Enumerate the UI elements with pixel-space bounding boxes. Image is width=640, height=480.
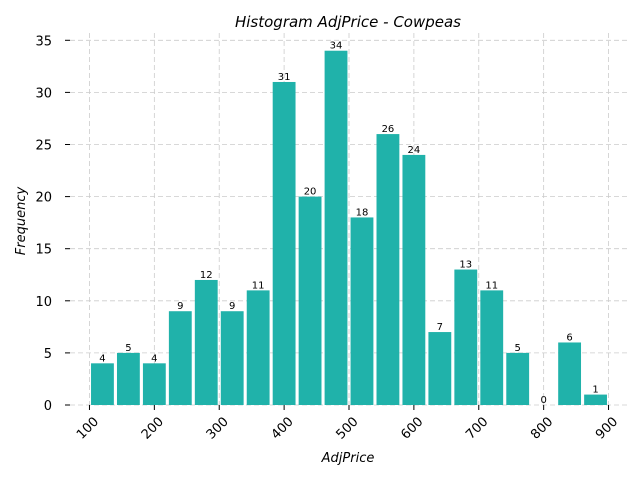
bar-value-label: 4 [151, 353, 157, 364]
x-tick-label: 600 [398, 414, 426, 442]
y-tick-label: 15 [35, 243, 52, 258]
bar-value-label: 12 [200, 270, 213, 281]
histogram-bar [454, 269, 478, 405]
x-tick-label: 100 [74, 414, 102, 442]
y-tick-label: 25 [35, 138, 52, 153]
x-tick-label: 400 [269, 414, 297, 442]
y-tick-label: 5 [44, 347, 52, 362]
bars [91, 50, 607, 406]
y-axis-ticks: 0 5 10 15 20 25 30 35 [35, 34, 70, 414]
histogram-bar [220, 311, 244, 405]
x-tick-label: 700 [463, 414, 491, 442]
histogram-bar [116, 352, 140, 405]
bar-value-label: 5 [515, 343, 521, 354]
y-gridlines [70, 39, 628, 406]
histogram-bar [506, 352, 530, 405]
bar-value-label: 5 [125, 343, 131, 354]
bar-value-label: 26 [382, 124, 395, 135]
x-tick-label: 200 [139, 414, 167, 442]
x-gridlines [89, 33, 609, 405]
bar-value-label: 0 [540, 395, 546, 406]
histogram-bar [194, 279, 218, 405]
chart-title: Histogram AdjPrice - Cowpeas [235, 13, 461, 31]
bar-value-label: 9 [229, 301, 235, 312]
histogram-bar [376, 134, 400, 406]
x-axis-label: AdjPrice [321, 451, 375, 466]
histogram-bar [480, 290, 504, 405]
histogram-bar [272, 81, 296, 405]
histogram-bar [350, 217, 374, 405]
y-tick-label: 10 [35, 295, 52, 310]
histogram-bar [324, 50, 348, 405]
x-tick-label: 500 [333, 414, 361, 442]
bar-value-label: 13 [459, 260, 472, 271]
histogram-bar [558, 342, 582, 405]
bar-value-label: 6 [566, 332, 572, 343]
bar-value-label: 11 [485, 280, 498, 291]
histogram-bar [584, 394, 607, 405]
x-tick-label: 900 [593, 414, 621, 442]
histogram-bar [402, 154, 426, 405]
y-tick-label: 30 [35, 86, 52, 101]
bar-value-label: 1 [592, 385, 598, 396]
histogram-bar [246, 290, 270, 405]
histogram-bar [91, 363, 114, 405]
bar-value-label: 4 [99, 353, 105, 364]
bar-value-label: 9 [177, 301, 183, 312]
y-tick-label: 20 [35, 191, 52, 206]
histogram-bar [142, 363, 166, 405]
x-axis-ticks: 100 200 300 400 500 600 700 800 900 [74, 405, 621, 443]
y-tick-label: 0 [44, 399, 52, 414]
bar-value-label: 7 [437, 322, 443, 333]
bar-value-label: 24 [408, 145, 421, 156]
bar-value-label: 31 [278, 72, 291, 83]
x-tick-label: 300 [204, 414, 232, 442]
histogram-bar [168, 311, 192, 405]
bar-value-label: 20 [304, 187, 317, 198]
histogram-bar [428, 332, 452, 405]
y-tick-label: 35 [35, 34, 52, 49]
x-tick-label: 800 [528, 414, 556, 442]
histogram-bar [298, 196, 322, 405]
y-axis-label: Frequency [14, 186, 29, 255]
bar-value-labels: 4 5 4 9 12 9 11 31 20 34 18 26 24 7 13 11 5 0 6 1 [99, 41, 598, 406]
bar-value-label: 34 [330, 41, 343, 52]
bar-value-label: 11 [252, 280, 265, 291]
bar-value-label: 18 [356, 207, 369, 218]
